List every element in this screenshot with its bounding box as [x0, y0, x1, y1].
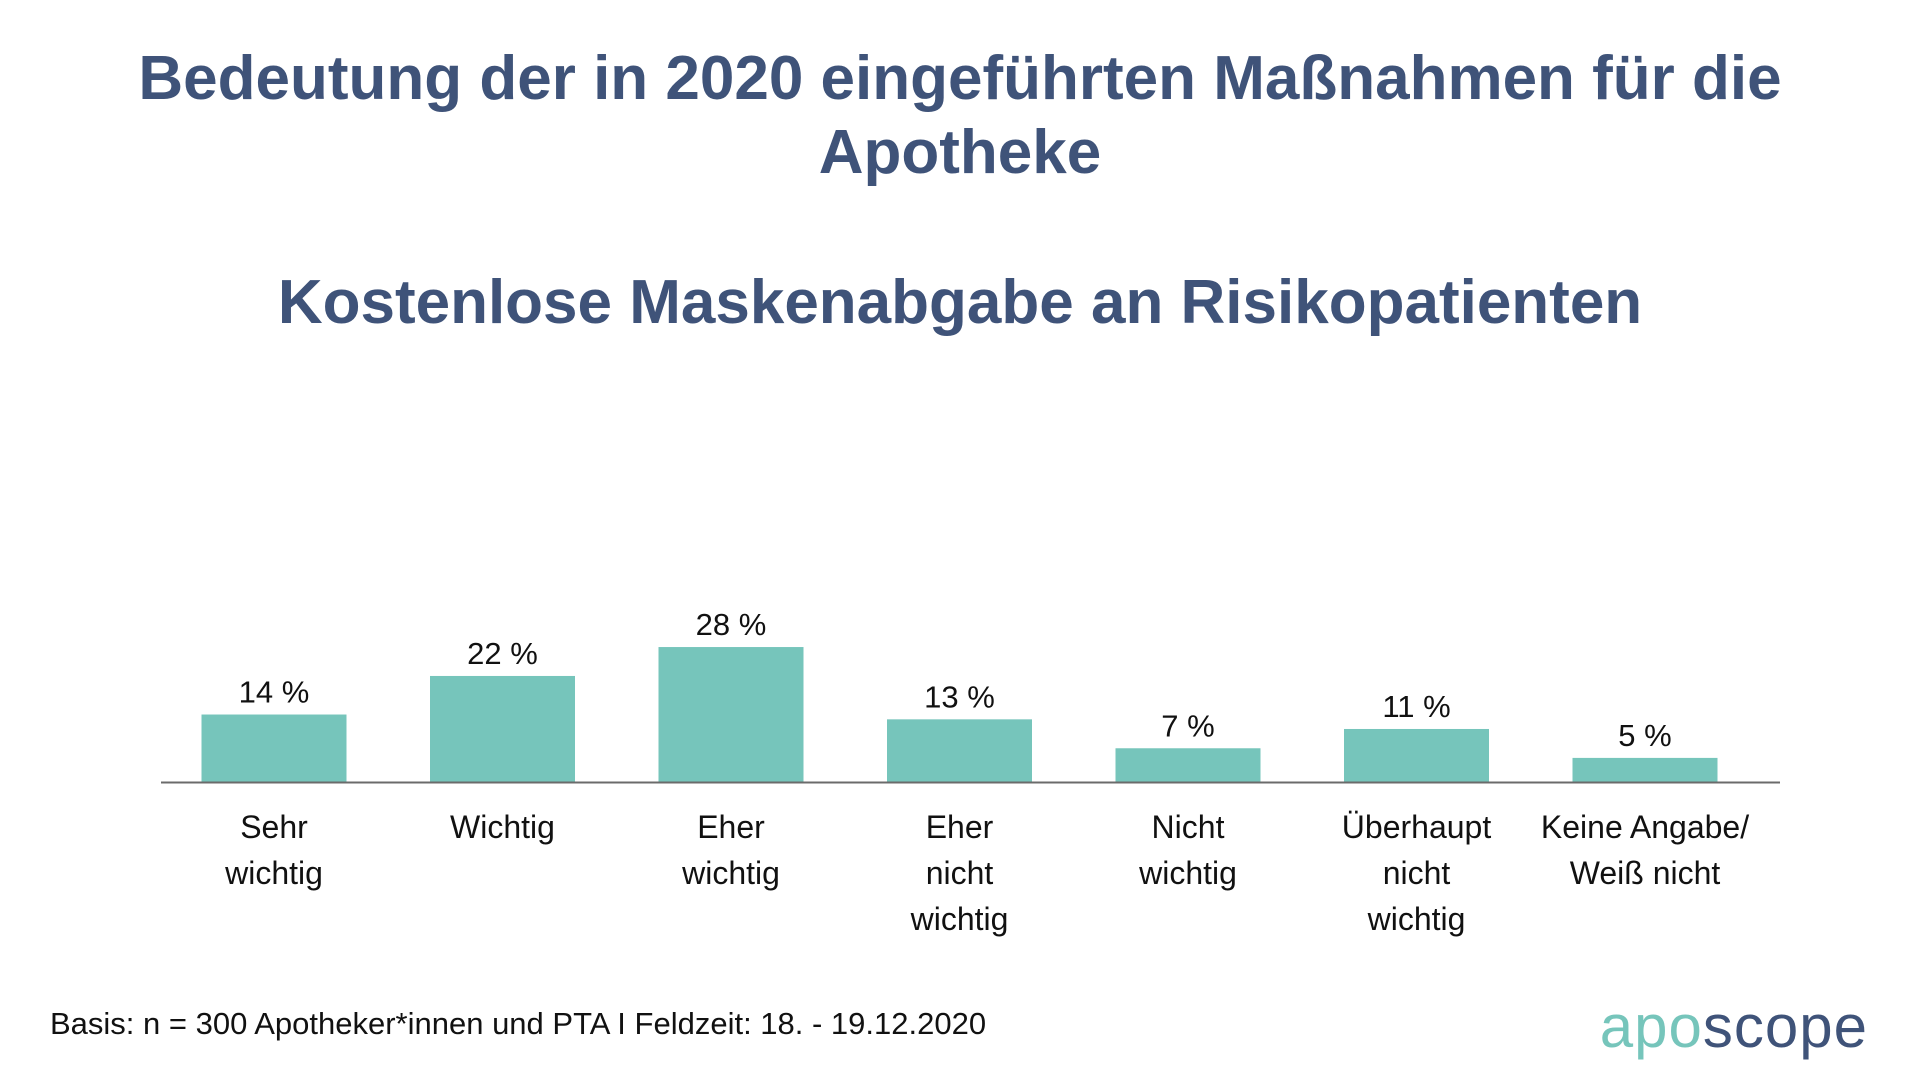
value-label: 28 %: [696, 607, 767, 642]
category-label: wichtig: [1138, 855, 1237, 891]
bar: [887, 719, 1032, 782]
category-label: nicht: [926, 855, 994, 891]
category-label: Sehr: [240, 809, 308, 845]
aposcope-logo: aposcope: [1600, 992, 1868, 1061]
category-label: Weiß nicht: [1570, 855, 1721, 891]
bar: [658, 647, 804, 782]
category-label: Eher: [926, 809, 994, 845]
category-label: Überhaupt: [1342, 809, 1492, 845]
category-label: wichtig: [681, 855, 780, 891]
bar: [1572, 757, 1718, 782]
category-label: Wichtig: [450, 809, 555, 845]
category-label: wichtig: [910, 901, 1009, 937]
bar: [430, 675, 575, 782]
category-label: Eher: [697, 809, 765, 845]
value-label: 13 %: [924, 679, 995, 714]
logo-part-apo: apo: [1599, 993, 1703, 1060]
category-label: wichtig: [1367, 901, 1466, 937]
value-label: 11 %: [1382, 689, 1450, 724]
footer-note: Basis: n = 300 Apotheker*innen und PTA I…: [50, 1006, 987, 1041]
bar: [1344, 728, 1489, 782]
value-label: 5 %: [1618, 718, 1671, 753]
chart-title: Bedeutung der in 2020 eingeführten Maßna…: [138, 44, 1782, 187]
bar: [201, 714, 347, 782]
value-label: 22 %: [467, 636, 538, 671]
category-label: nicht: [1383, 855, 1451, 891]
value-label: 14 %: [239, 675, 310, 710]
category-label: Nicht: [1152, 809, 1225, 845]
chart-subtitle: Kostenlose Maskenabgabe an Risikopatient…: [277, 268, 1643, 337]
logo-part-scope: scope: [1702, 993, 1868, 1060]
category-label: Keine Angabe/: [1541, 809, 1749, 845]
bar: [1115, 748, 1261, 782]
category-label: wichtig: [224, 855, 323, 891]
value-label: 7 %: [1161, 708, 1214, 743]
